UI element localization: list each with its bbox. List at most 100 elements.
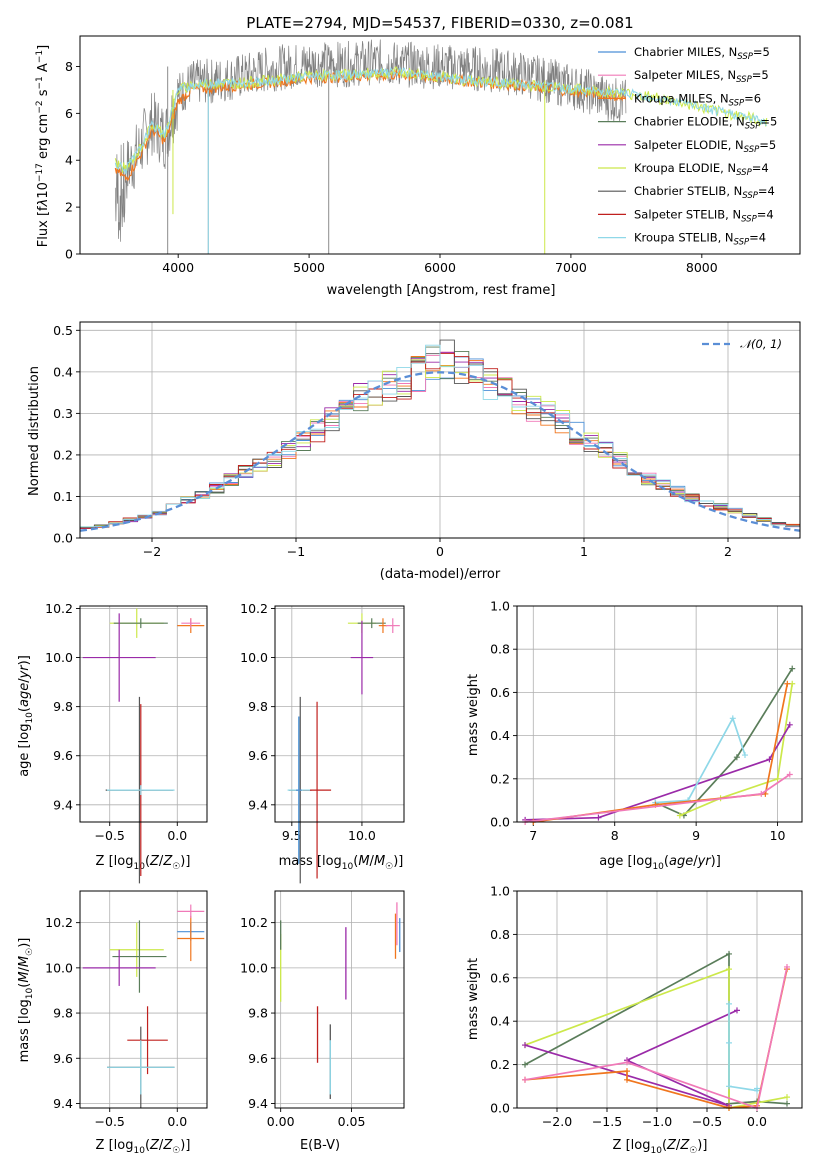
weight-marker: [786, 721, 793, 728]
weight-line: [728, 1003, 758, 1092]
y-tick-label: 9.6: [248, 1051, 268, 1066]
y-tick-label: 0.2: [490, 1057, 510, 1072]
weight-marker: [726, 966, 732, 973]
y-tick-label: 1.0: [490, 599, 510, 614]
axes-frame: [274, 890, 405, 1109]
y-tick-label: 0: [65, 247, 73, 262]
age-vs-mass-panel: mass [log10(M/M☉)] 9.5 10.0 9.4 9.6 9.8 10.0 1…: [240, 601, 405, 884]
histogram-step: [80, 339, 800, 529]
legend-entry: Chabrier ELODIE, NSSP=5: [634, 115, 777, 132]
y-tick-label: 0.0: [53, 531, 73, 546]
y-tick-label: 8: [65, 59, 73, 74]
y-tick-label: 9.8: [53, 1006, 73, 1021]
weight-marker: [624, 1068, 630, 1075]
y-tick-label: 0.3: [53, 406, 73, 421]
x-tick-label: −1: [287, 544, 305, 559]
x-tick-label: −2: [143, 544, 161, 559]
axes-frame: [79, 890, 208, 1109]
mw-z-ylabel: mass weight: [466, 958, 481, 1040]
y-tick-label: 1.0: [490, 884, 510, 899]
weight-marker: [784, 1094, 790, 1101]
mass-vs-z-ylabel: mass [log10(M/M☉)]: [17, 938, 35, 1063]
x-tick-label: −0.5: [95, 1114, 125, 1129]
y-tick-label: 0.0: [490, 815, 510, 830]
y-tick-label: 9.4: [53, 797, 73, 812]
y-tick-label: 0.4: [490, 728, 510, 743]
y-tick-label: 9.4: [248, 1096, 268, 1111]
x-tick-label: −2.0: [542, 1114, 572, 1129]
y-tick-label: 9.4: [53, 1096, 73, 1111]
x-tick-label: 5000: [293, 260, 325, 275]
residual-histogram-panel: (data-model)/error Normed distribution −…: [27, 321, 801, 582]
weight-marker: [784, 963, 790, 970]
y-tick-label: 0.6: [490, 970, 510, 985]
weight-marker: [676, 812, 683, 819]
x-tick-label: −0.5: [95, 828, 125, 843]
mass-weight-vs-age-panel: age [log10(age/yr)] mass weight 7 8 9 10 0.0…: [466, 599, 803, 872]
histogram-lines: [80, 339, 800, 532]
legend-entry: Salpeter ELODIE, NSSP=5: [634, 138, 776, 155]
x-tick-label: 0.05: [338, 1114, 366, 1129]
y-tick-label: 10.2: [240, 915, 268, 930]
spectrum-xlabel: wavelength [Angstrom, rest frame]: [327, 283, 556, 298]
x-tick-label: 1: [580, 544, 588, 559]
y-tick-label: 0.4: [53, 364, 73, 379]
legend-entry: 𝒩(0, 1): [740, 337, 782, 351]
y-tick-label: 10.2: [45, 915, 73, 930]
weight-marker: [734, 1007, 740, 1014]
x-tick-label: −1.0: [642, 1114, 672, 1129]
y-tick-label: 10.0: [45, 650, 73, 665]
y-tick-label: 2: [65, 200, 73, 215]
x-tick-label: 8000: [686, 260, 718, 275]
weight-marker: [624, 1076, 630, 1083]
y-tick-label: 0.8: [490, 642, 510, 657]
normal-curve: [80, 371, 800, 532]
legend-entry: Salpeter STELIB, NSSP=4: [634, 207, 774, 224]
weight-marker: [789, 665, 796, 672]
weight-marker: [624, 1059, 630, 1066]
x-tick-label: 0.0: [167, 828, 187, 843]
y-tick-label: 0.1: [53, 489, 73, 504]
y-tick-label: 9.6: [53, 1051, 73, 1066]
weight-marker: [726, 1000, 732, 1007]
spectrum-ylabel: Flux [fλ10−17 erg cm−2 s−1 A−1]: [35, 45, 51, 247]
y-tick-label: 9.6: [248, 748, 268, 763]
y-tick-label: 0.0: [490, 1101, 510, 1116]
weight-marker: [786, 771, 793, 778]
y-tick-label: 9.8: [53, 699, 73, 714]
x-tick-label: 10: [770, 828, 786, 843]
x-tick-label: 0: [436, 544, 444, 559]
weight-marker: [522, 1076, 528, 1083]
y-tick-label: 9.8: [248, 1006, 268, 1021]
y-tick-label: 10.0: [240, 960, 268, 975]
weight-marker: [522, 1061, 528, 1068]
weight-marker: [522, 1042, 528, 1049]
legend-entry: Salpeter MILES, NSSP=5: [634, 68, 769, 85]
weight-marker: [726, 1039, 732, 1046]
weight-line: [655, 716, 746, 804]
x-tick-label: 2: [724, 544, 732, 559]
legend-entry: Chabrier STELIB, NSSP=4: [634, 184, 775, 201]
y-tick-label: 0.5: [53, 323, 73, 338]
spectrum-panel: wavelength [Angstrom, rest frame] Flux […: [35, 35, 801, 298]
age-vs-metallicity-panel: Z [log10(Z/Z☉)] age [log10(age/yr)] −0.5…: [17, 601, 208, 884]
mass-vs-metallicity-panel: Z [log10(Z/Z☉)] mass [log10(M/M☉)] −0.5 0…: [17, 890, 208, 1156]
y-tick-label: 4: [65, 153, 73, 168]
legend-entry: Chabrier MILES, NSSP=5: [634, 45, 770, 62]
x-tick-label: −1.5: [592, 1114, 622, 1129]
stelib-model-spectrum: [114, 66, 767, 175]
histogram-xlabel: (data-model)/error: [380, 567, 501, 582]
weight-marker: [726, 950, 732, 957]
axes-frame: [516, 890, 803, 1109]
weight-marker: [726, 1083, 732, 1090]
weight-marker: [784, 1100, 790, 1107]
mw-age-ylabel: mass weight: [466, 674, 481, 756]
mw-age-xlabel: age [log10(age/yr)]: [599, 854, 721, 872]
spectrum-legend: Chabrier MILES, NSSP=5 Salpeter MILES, NS…: [598, 45, 777, 248]
y-tick-label: 9.8: [248, 699, 268, 714]
y-tick-label: 10.2: [45, 601, 73, 616]
x-tick-label: 10.0: [348, 828, 376, 843]
weight-marker: [742, 752, 748, 759]
axes-frame: [79, 605, 208, 823]
